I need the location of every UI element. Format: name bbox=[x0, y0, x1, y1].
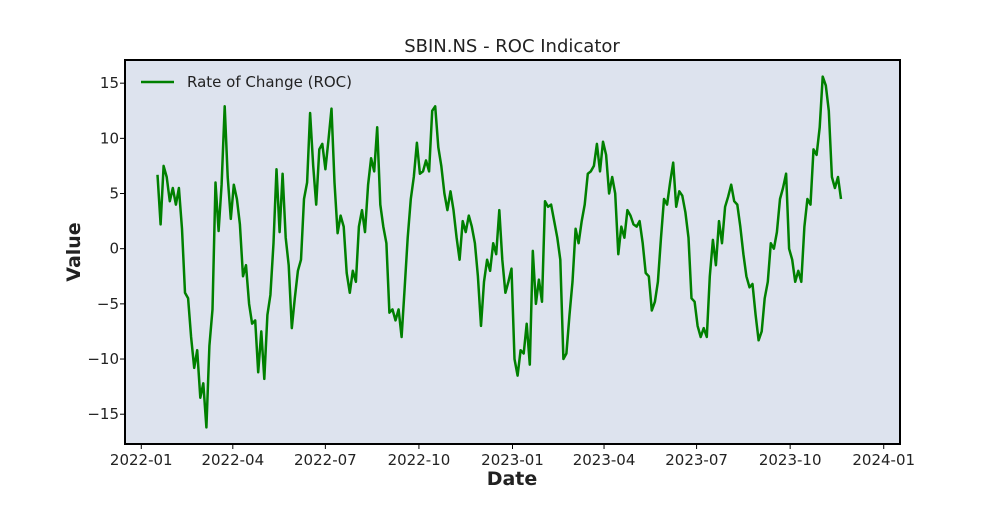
chart-title: SBIN.NS - ROC Indicator bbox=[404, 36, 620, 57]
x-tick-label: 2022-10 bbox=[388, 451, 451, 469]
x-tick-label: 2024-01 bbox=[852, 451, 915, 469]
legend-label: Rate of Change (ROC) bbox=[187, 73, 352, 91]
y-tick-label: 0 bbox=[109, 240, 119, 258]
x-tick-label: 2023-04 bbox=[573, 451, 636, 469]
y-tick-label: 10 bbox=[100, 129, 119, 147]
x-tick-label: 2022-07 bbox=[294, 451, 357, 469]
x-axis-label: Date bbox=[487, 468, 538, 490]
y-tick-label: −10 bbox=[87, 350, 119, 368]
x-tick-label: 2022-04 bbox=[201, 451, 264, 469]
x-tick-label: 2023-01 bbox=[481, 451, 544, 469]
series-line-roc bbox=[156, 75, 843, 429]
y-tick-label: 5 bbox=[109, 185, 119, 203]
y-tick-label: −5 bbox=[97, 295, 119, 313]
x-tick-label: 2023-10 bbox=[759, 451, 822, 469]
y-tick-label: 15 bbox=[100, 74, 119, 92]
x-tick-label: 2022-01 bbox=[110, 451, 173, 469]
plot-frame bbox=[124, 59, 901, 445]
y-axis: −15 −10 −5 0 5 10 15 bbox=[87, 74, 125, 423]
x-tick-label: 2023-07 bbox=[665, 451, 728, 469]
y-tick-label: −15 bbox=[87, 405, 119, 423]
x-axis: 2022-01 2022-04 2022-07 2022-10 2023-01 2023-… bbox=[110, 444, 915, 469]
y-axis-label: Value bbox=[63, 222, 85, 281]
series-layer bbox=[156, 75, 843, 429]
legend: Rate of Change (ROC) bbox=[141, 73, 352, 91]
